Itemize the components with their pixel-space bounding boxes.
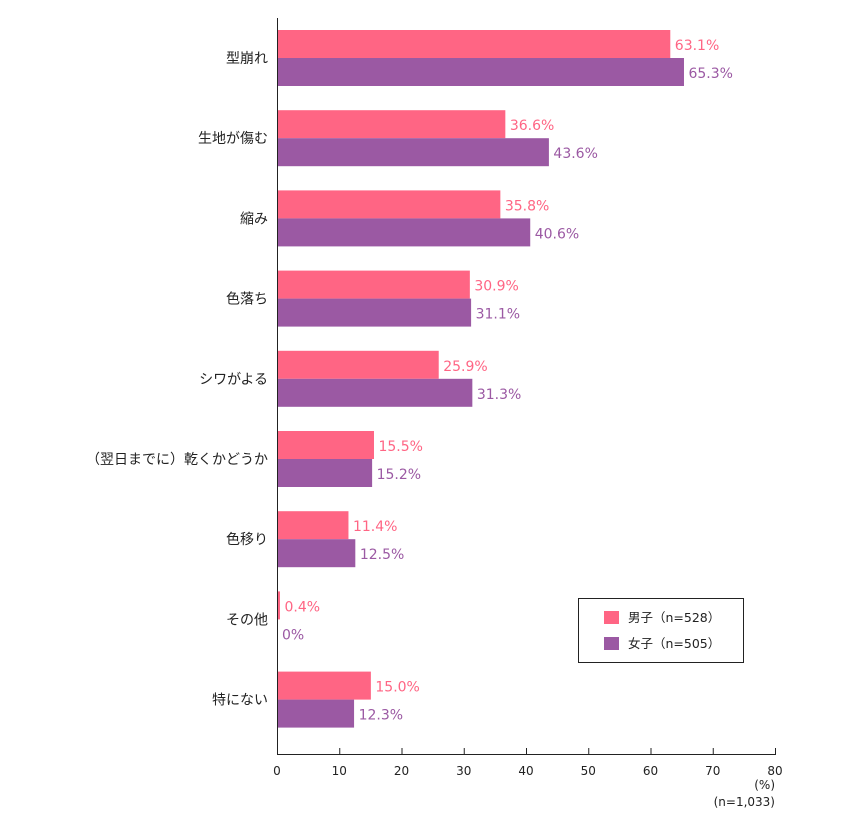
category-label-sonota: その他 (226, 612, 268, 628)
value-label-male-kawaku-kadouka: 15.5% (378, 439, 422, 455)
bar-male-kawaku-kadouka (277, 431, 374, 459)
category-label-chijimi: 縮み (240, 211, 268, 227)
bar-female-kata-kuzure (277, 58, 684, 86)
value-label-male-sonota: 0.4% (284, 599, 320, 615)
x-tick-label: 30 (456, 764, 471, 778)
bar-female-iro-utsuri (277, 539, 356, 568)
x-tick-label: 80 (767, 764, 782, 778)
x-axis-ticks: 0 10 20 30 40 50 60 70 80 (273, 748, 783, 778)
x-axis-unit: (%) (754, 778, 775, 792)
category-label-iro-utsuri: 色移り (226, 531, 268, 548)
value-label-male-iro-ochi: 30.9% (474, 279, 518, 295)
x-tick-label: 10 (332, 764, 347, 778)
legend-label-female: 女子（n=505） (628, 636, 720, 651)
bar-male-shiwa-ga-yoru (277, 350, 439, 379)
bar-female-iro-ochi (277, 298, 472, 327)
category-label-iro-ochi: 色落ち (226, 291, 268, 308)
legend-swatch-male (604, 611, 619, 624)
value-label-female-iro-utsuri: 12.5% (360, 547, 404, 563)
legend-box (578, 598, 744, 663)
legend-swatch-female (604, 637, 619, 650)
x-tick-label: 60 (643, 764, 658, 778)
x-tick-label: 0 (273, 764, 281, 778)
bar-female-chijimi (277, 218, 531, 247)
labels-layer: 型崩れ 63.1% 65.3% 生地が傷む 36.6% 43.6% 縮み 35.8% 40.6%… (86, 38, 733, 724)
value-label-female-kata-kuzure: 65.3% (688, 66, 732, 82)
bar-female-kiji-ga-itamu (277, 138, 549, 167)
value-label-female-chijimi: 40.6% (535, 226, 579, 242)
value-label-male-kata-kuzure: 63.1% (675, 38, 719, 54)
bar-female-kawaku-kadouka (277, 459, 373, 487)
category-label-toku-ni-nai: 特にない (212, 693, 268, 709)
bar-male-sonota (277, 591, 280, 620)
value-label-female-toku-ni-nai: 12.3% (359, 708, 403, 724)
value-label-male-iro-utsuri: 11.4% (353, 519, 397, 535)
value-label-male-toku-ni-nai: 15.0% (375, 680, 419, 696)
bar-female-shiwa-ga-yoru (277, 378, 473, 407)
bar-male-toku-ni-nai (277, 671, 371, 700)
bar-male-chijimi (277, 190, 501, 219)
value-label-male-kiji-ga-itamu: 36.6% (510, 118, 554, 134)
x-tick-label: 70 (705, 764, 720, 778)
x-tick-label: 20 (394, 764, 409, 778)
x-tick-label: 40 (518, 764, 533, 778)
bar-male-iro-ochi (277, 270, 470, 299)
category-label-kiji-ga-itamu: 生地が傷む (198, 131, 268, 147)
category-label-kawaku-kadouka: （翌日までに）乾くかどうか (86, 452, 268, 468)
value-label-male-shiwa-ga-yoru: 25.9% (443, 359, 487, 375)
bar-female-toku-ni-nai (277, 699, 355, 728)
value-label-female-shiwa-ga-yoru: 31.3% (477, 387, 521, 403)
category-label-kata-kuzure: 型崩れ (226, 51, 268, 67)
value-label-male-chijimi: 35.8% (505, 198, 549, 214)
legend: 男子（n=528） 女子（n=505） (578, 598, 744, 663)
value-label-female-iro-ochi: 31.1% (476, 307, 520, 323)
value-label-female-sonota: 0% (282, 627, 304, 643)
sample-size-note: (n=1,033) (714, 795, 775, 809)
legend-label-male: 男子（n=528） (628, 610, 720, 625)
bar-male-iro-utsuri (277, 511, 349, 540)
bars-layer (277, 30, 684, 728)
bar-male-kiji-ga-itamu (277, 110, 506, 139)
value-label-female-kawaku-kadouka: 15.2% (377, 467, 421, 483)
category-label-shiwa-ga-yoru: シワがよる (199, 372, 268, 388)
bar-male-kata-kuzure (277, 30, 671, 58)
value-label-female-kiji-ga-itamu: 43.6% (553, 146, 597, 162)
x-tick-label: 50 (581, 764, 596, 778)
